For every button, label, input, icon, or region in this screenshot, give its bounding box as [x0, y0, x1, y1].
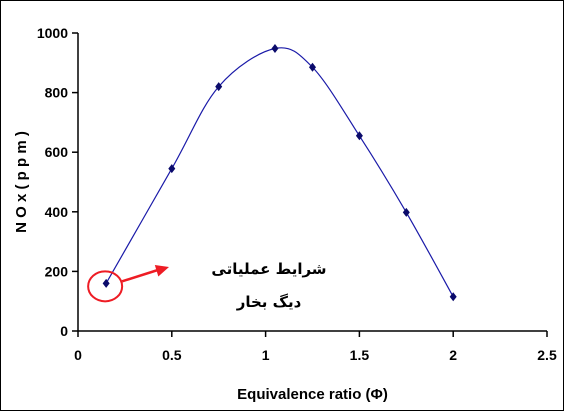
- data-point: [271, 43, 279, 53]
- x-axis-title: Equivalence ratio (Φ): [237, 386, 388, 403]
- series-markers: [102, 43, 457, 302]
- data-point: [168, 164, 176, 174]
- y-tick-label: 600: [45, 144, 69, 160]
- y-tick-label: 0: [60, 323, 68, 339]
- data-point: [102, 278, 110, 288]
- annotation-label-line2: دیگ بخار: [236, 293, 302, 311]
- y-tick-label: 800: [45, 85, 69, 101]
- x-tick-label: 1.5: [350, 347, 370, 363]
- y-tick-label: 200: [45, 263, 69, 279]
- annotation: شرایط عملیاتی دیگ بخار: [87, 260, 327, 311]
- x-tick-label: 0: [74, 347, 82, 363]
- annotation-circle: [87, 270, 124, 303]
- data-point: [355, 131, 363, 141]
- x-tick-label: 0.5: [162, 347, 182, 363]
- annotation-arrowhead: [154, 265, 169, 277]
- data-point: [215, 82, 223, 92]
- x-tick-label: 2.5: [537, 347, 557, 363]
- data-point: [402, 207, 410, 217]
- data-point: [309, 62, 316, 72]
- x-tick-label: 2: [449, 347, 457, 363]
- data-point: [449, 292, 457, 302]
- y-axis-title: N O x ( p p m ): [13, 131, 30, 233]
- x-ticks: 0 0.5 1 1.5 2 2.5: [74, 331, 557, 363]
- y-tick-label: 1000: [37, 25, 68, 41]
- y-tick-label: 400: [45, 204, 69, 220]
- annotation-label-line1: شرایط عملیاتی: [211, 260, 326, 278]
- x-tick-label: 1: [262, 347, 270, 363]
- y-ticks: 0 200 400 600 800 1000: [37, 25, 78, 339]
- annotation-arrow: [121, 267, 162, 283]
